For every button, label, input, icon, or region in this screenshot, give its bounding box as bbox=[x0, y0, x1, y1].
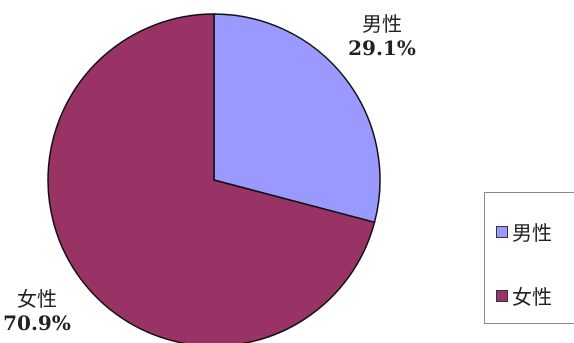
legend-label-female: 女性 bbox=[512, 285, 552, 309]
legend-item-female: 女性 bbox=[496, 281, 552, 310]
data-label-female-name: 女性 bbox=[17, 287, 57, 311]
data-label-female-percent: 70.9% bbox=[3, 311, 71, 335]
data-label-male-name: 男性 bbox=[362, 12, 402, 36]
pie-slices bbox=[47, 13, 381, 343]
data-label-male: 男性 29.1% bbox=[337, 12, 427, 60]
legend-label-male: 男性 bbox=[512, 221, 552, 245]
legend-item-male: 男性 bbox=[496, 217, 552, 246]
legend-swatch-female bbox=[496, 289, 508, 302]
chart-legend: 男性 女性 bbox=[484, 192, 574, 324]
pie-slice-male bbox=[213, 13, 381, 224]
legend-swatch-male bbox=[496, 225, 508, 238]
pie-slice-female bbox=[47, 13, 376, 343]
data-label-male-percent: 29.1% bbox=[348, 36, 416, 60]
data-label-female: 女性 70.9% bbox=[0, 287, 74, 335]
